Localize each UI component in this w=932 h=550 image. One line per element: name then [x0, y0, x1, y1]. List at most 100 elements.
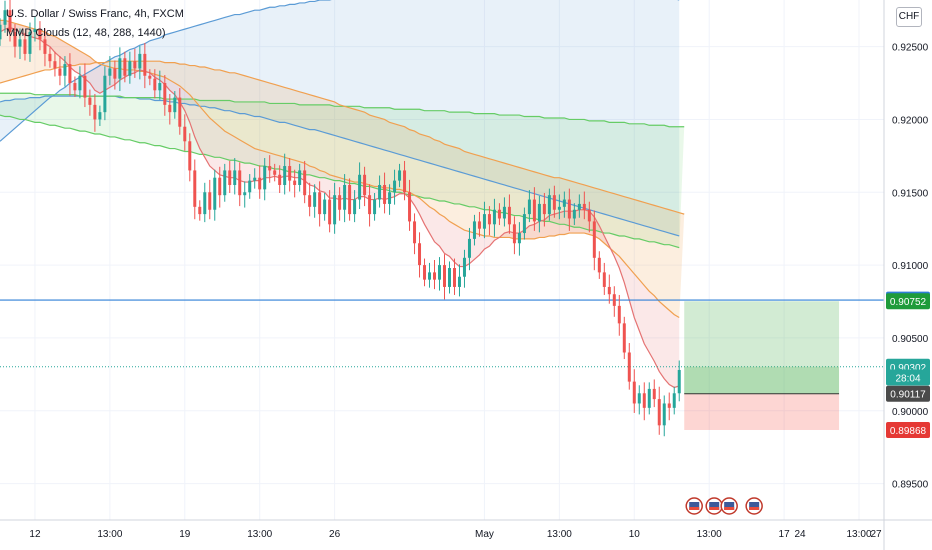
long-position-tool[interactable] [684, 301, 840, 430]
price-label-bg [886, 421, 930, 438]
candle-body [348, 184, 352, 215]
candle-body [153, 78, 157, 91]
candle-body [113, 68, 117, 79]
candle-body [148, 75, 152, 79]
candle-body [547, 195, 551, 215]
candle-body [452, 268, 456, 287]
candle-body [48, 53, 52, 62]
ma-clouds [0, 0, 884, 389]
red-cloud [0, 20, 680, 388]
candle-body [93, 104, 97, 120]
candle-body [557, 206, 561, 210]
candle-body [617, 305, 621, 324]
candle-body [273, 170, 277, 175]
candle-body [383, 184, 387, 204]
candle-body [28, 32, 32, 54]
candle-body [512, 224, 516, 244]
economic-event-flags[interactable] [685, 497, 763, 515]
candle-body [88, 97, 92, 105]
candle-body [163, 83, 167, 105]
candle-body [188, 141, 192, 171]
candle-body [363, 174, 367, 196]
candle-body [612, 294, 616, 306]
candle-body [667, 403, 671, 408]
candle-body [517, 233, 521, 244]
candle-body [213, 177, 217, 210]
us-flag-icon [724, 507, 735, 510]
candle-body [8, 10, 12, 33]
candle-body [308, 195, 312, 207]
symbol-legend[interactable]: U.S. Dollar / Swiss Franc, 4h, FXCM [6, 8, 184, 20]
x-tick-label: 27 [870, 529, 882, 540]
active-profit-zone [684, 366, 840, 394]
y-tick-label: 0.90500 [892, 334, 929, 345]
candle-body [532, 199, 536, 222]
candle-body [238, 170, 242, 196]
y-tick-label: 0.91500 [892, 188, 929, 199]
candle-body [577, 203, 581, 210]
y-tick-label: 0.92000 [892, 115, 929, 126]
us-flag-icon [724, 502, 735, 510]
price-label-bg [886, 369, 930, 386]
candle-body [293, 180, 297, 185]
x-tick-label: 13:00 [97, 529, 122, 540]
x-tick-label: 13:00 [547, 529, 572, 540]
candle-body [168, 104, 172, 113]
candle-body [602, 272, 606, 287]
candle-body [338, 195, 342, 210]
candle-body [487, 214, 491, 225]
candle-body [447, 268, 451, 287]
y-tick-label: 0.92500 [892, 43, 929, 54]
us-flag-icon [709, 507, 720, 510]
ma-green-lower [0, 114, 680, 249]
candle-body [23, 39, 27, 54]
candle-body [368, 195, 372, 215]
candle-body [143, 53, 147, 76]
candle-body [118, 58, 122, 79]
candle-body [288, 166, 292, 181]
indicator-legend[interactable]: MMD Clouds (12, 48, 288, 1440) [6, 27, 166, 39]
candle-body [323, 199, 327, 215]
candle-body [652, 388, 656, 400]
candle-body [98, 112, 102, 120]
candle-body [398, 170, 402, 181]
candle-body [657, 399, 661, 426]
candle-body [477, 221, 481, 229]
candle-body [388, 192, 392, 204]
x-tick-label: 24 [794, 529, 806, 540]
candle-body [537, 203, 541, 222]
currency-button[interactable]: CHF [896, 7, 922, 27]
ma-orange-mid [0, 19, 680, 319]
candle-body [13, 32, 17, 47]
candle-body [632, 381, 636, 404]
y-tick-label: 0.91000 [892, 261, 929, 272]
candle-body [597, 257, 601, 273]
candle-body [233, 170, 237, 185]
candle-body [58, 68, 62, 76]
blue-cloud [0, 0, 680, 236]
candle-body [83, 75, 87, 98]
candle-body [73, 83, 77, 91]
candle-body [353, 199, 357, 215]
us-flag-icon [689, 502, 700, 510]
candle-body [423, 265, 427, 280]
candle-body [677, 369, 681, 394]
candle-body [497, 209, 501, 219]
candle-body [63, 64, 67, 76]
candle-body [278, 174, 282, 185]
candle-body [457, 276, 461, 287]
candle-body [358, 174, 362, 200]
candlestick-series [0, 0, 681, 437]
candle-body [43, 39, 47, 54]
ma-blue-upper [0, 0, 680, 142]
candle-body [378, 184, 382, 200]
candle-body [128, 61, 132, 76]
candle-body [622, 323, 626, 353]
candle-body [208, 192, 212, 210]
y-tick-label: 0.90000 [892, 407, 929, 418]
candle-body [637, 393, 641, 404]
price-label: 0.90302 [890, 363, 927, 374]
price-label: 28:04 [895, 374, 920, 385]
candle-body [333, 195, 337, 225]
